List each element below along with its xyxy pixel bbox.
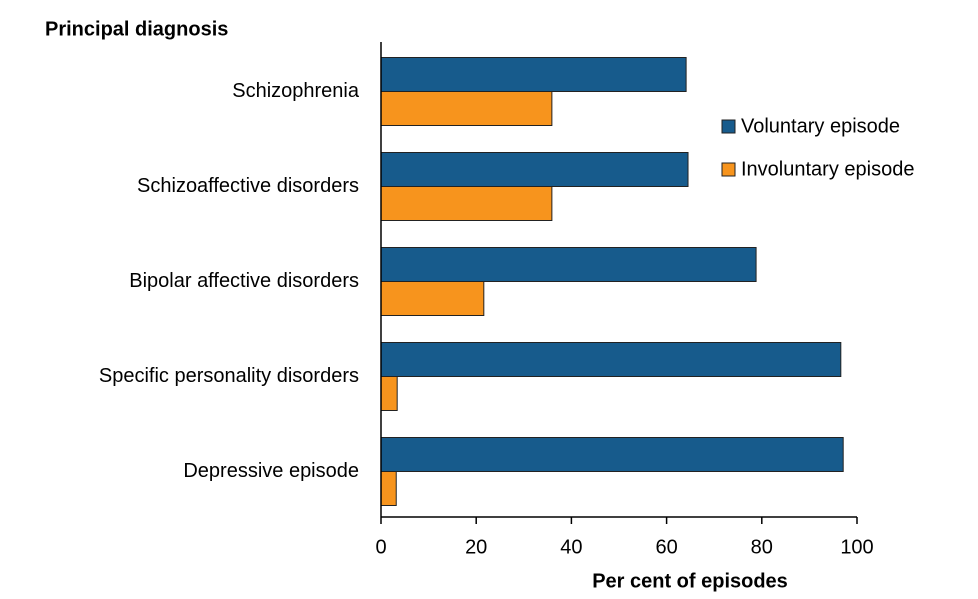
bar [380,376,398,411]
bar [380,91,553,126]
bar [380,281,485,316]
y-tick-label: Schizophrenia [232,80,360,102]
x-tick-label: 40 [560,536,582,558]
y-tick-label: Specific personality disorders [99,365,359,387]
y-tick-label: Schizoaffective disorders [137,175,359,197]
x-axis-title: Per cent of episodes [592,570,788,592]
bar [380,57,687,92]
y-axis-title: Principal diagnosis [45,18,228,40]
legend-label: Involuntary episode [741,158,914,180]
bar [380,247,757,282]
bar [380,342,842,377]
x-tick-label: 60 [655,536,677,558]
x-tick-label: 20 [465,536,487,558]
legend-swatch [721,119,736,134]
y-tick-label: Bipolar affective disorders [129,270,359,292]
legend-swatch [721,162,736,177]
bar [380,437,844,472]
legend-label: Voluntary episode [741,115,900,137]
bar [380,186,553,221]
bar [380,471,397,506]
bar [380,152,689,187]
x-tick-label: 0 [375,536,386,558]
y-tick-label: Depressive episode [183,460,359,482]
x-tick-label: 80 [751,536,773,558]
x-tick-label: 100 [840,536,873,558]
